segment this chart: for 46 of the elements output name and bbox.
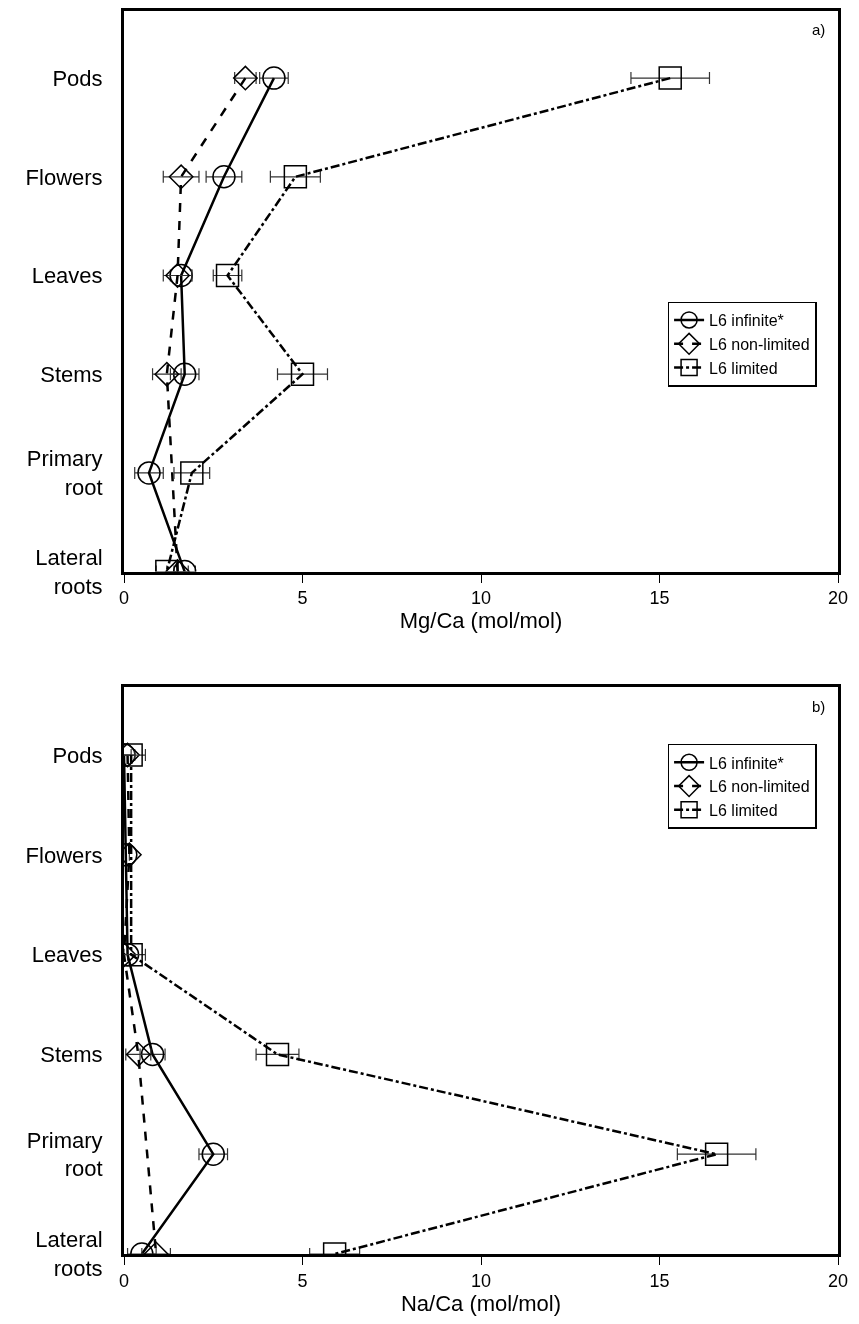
point <box>168 164 194 190</box>
point <box>262 66 286 90</box>
legend-label: L6 non-limited <box>709 778 810 796</box>
legend-label: L6 limited <box>709 359 778 377</box>
y-tick-label: Flowers <box>25 842 103 868</box>
x-tick-label: 10 <box>470 588 492 609</box>
point <box>265 1042 290 1067</box>
x-tick-label: 10 <box>470 1270 492 1291</box>
y-tick-label: Pods <box>52 742 103 768</box>
point <box>658 66 682 90</box>
x-tick-label: 5 <box>297 588 308 609</box>
y-tick-label: Primary root <box>26 1127 103 1182</box>
legend-label: L6 infinite* <box>709 312 784 330</box>
y-tick-label: Leaves <box>31 263 103 289</box>
point <box>232 65 258 91</box>
x-axis-title: Na/Ca (mol/mol) <box>400 1290 562 1316</box>
y-tick-label: Leaves <box>31 942 103 968</box>
y-tick-label: Stems <box>40 361 103 387</box>
y-tick-label: Flowers <box>25 164 103 190</box>
point <box>283 165 308 189</box>
annotation: b) <box>812 698 826 715</box>
y-tick-label: Primary root <box>26 446 103 500</box>
point <box>290 362 315 386</box>
point <box>180 461 204 485</box>
x-axis-title: Mg/Ca (mol/mol) <box>399 608 563 634</box>
y-tick-label: Stems <box>40 1042 103 1068</box>
y-tick-label: Lateral roots <box>35 544 103 599</box>
x-tick-label: 0 <box>118 1270 130 1291</box>
y-tick-label: Pods <box>52 65 103 91</box>
x-tick-label: 15 <box>649 588 670 609</box>
x-tick-label: 0 <box>118 588 130 609</box>
y-tick-label: Lateral roots <box>35 1227 103 1281</box>
point <box>172 362 197 386</box>
x-tick-label: 20 <box>827 588 849 609</box>
x-tick-label: 15 <box>649 1270 670 1291</box>
legend-label: L6 non-limited <box>709 336 810 354</box>
x-tick-label: 5 <box>297 1270 308 1291</box>
point <box>154 361 180 387</box>
legend-label: L6 limited <box>709 802 778 820</box>
point <box>140 1042 165 1067</box>
annotation: a) <box>812 21 826 38</box>
point <box>212 165 236 189</box>
point <box>215 263 240 288</box>
legend-label: L6 infinite* <box>709 754 784 772</box>
point <box>137 461 161 485</box>
x-tick-label: 20 <box>827 1270 849 1291</box>
